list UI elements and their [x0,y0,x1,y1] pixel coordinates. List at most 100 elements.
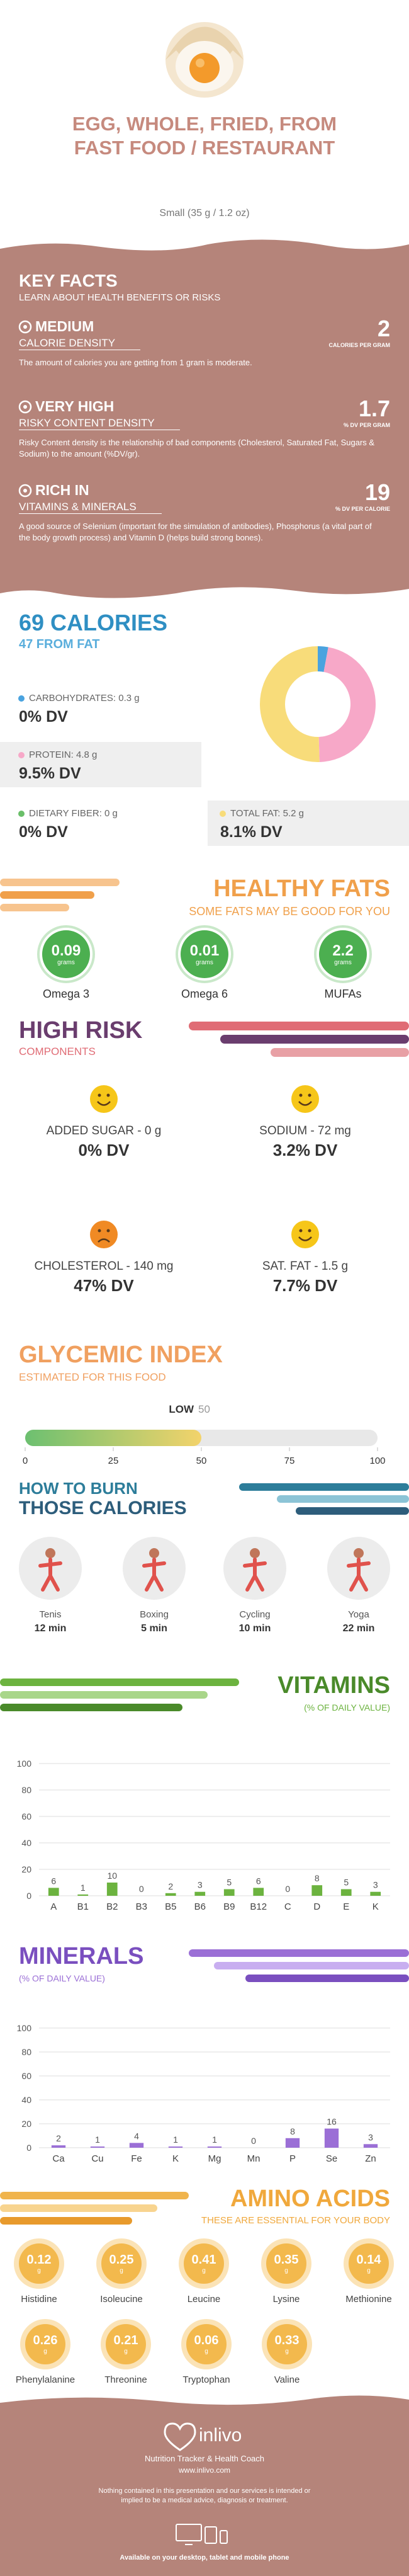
amino-value: 0.33 [274,2334,300,2347]
fact-label: RISKY CONTENT DENSITY [19,417,180,430]
mood-face [291,1221,319,1248]
stripe [214,1962,409,1969]
stripe [0,904,69,911]
y-tick-label: 0 [26,1891,31,1901]
y-tick-label: 20 [21,1864,31,1874]
fact-value: 1.7 [358,396,390,421]
section-title: AMINO ACIDS [230,2186,390,2212]
value-label: 0 [251,2136,256,2146]
amino-name: Leucine [187,2294,221,2305]
fat-badge [42,930,90,978]
risk-label: SAT. FAT - 1.5 g [262,1260,349,1273]
value-label: 0 [285,1884,290,1894]
nutrient-bg [0,742,201,787]
fact-level: MEDIUM [35,318,94,334]
nutrient-dv: 0% DV [19,708,68,726]
gi-tick-label: 25 [108,1456,119,1466]
amino-value: 0.26 [33,2334,58,2347]
value-label: 8 [290,2126,295,2136]
bar [223,1889,235,1896]
activity-time: 5 min [141,1623,167,1634]
mood-eye [308,1093,311,1097]
value-label: 3 [373,1880,378,1890]
amino-unit: g [124,2348,128,2355]
fat-badge-ring [37,925,95,983]
url: www.inlivo.com [178,2466,231,2475]
stripe [189,1022,409,1030]
amino-value: 0.25 [109,2253,134,2267]
x-tick-label: B5 [165,1901,176,1912]
activity-name: Boxing [140,1609,169,1620]
fact-description: The amount of calories you are getting f… [19,358,252,367]
section-title: MINERALS [19,1943,144,1969]
amino-unit: g [284,2267,288,2274]
available: Available on your desktop, tablet and mo… [120,2554,289,2562]
amino-name: Tryptophan [182,2374,230,2385]
y-tick-label: 0 [26,2143,31,2153]
value-label: 6 [256,1876,261,1886]
bar [324,2128,339,2148]
activity-time: 22 min [342,1623,375,1634]
value-label: 8 [315,1873,320,1883]
donut-segment [260,646,320,762]
fact-icon [23,325,27,329]
egg-illustration [165,22,244,98]
fat-unit: grams [57,959,75,966]
stripe [0,891,94,899]
stripe [0,2204,157,2212]
bar [285,2138,300,2148]
section-subtitle: (% OF DAILY VALUE) [304,1702,390,1713]
amino-unit: g [43,2348,47,2355]
stripe [220,1035,409,1044]
risk-dv: 47% DV [74,1276,134,1295]
stripe [296,1507,409,1515]
nutrient-dv: 0% DV [19,823,68,841]
bar [194,1891,206,1896]
stripe [0,1678,239,1686]
amino-name: Isoleucine [100,2294,143,2305]
stripe [0,2217,132,2225]
stripe [0,1704,182,1711]
amino-unit: g [285,2348,289,2355]
value-label: 5 [227,1878,232,1888]
y-tick-label: 40 [21,2095,31,2105]
activity-figure [243,1558,267,1592]
gi-tick-label: 100 [369,1456,385,1466]
x-tick-label: B9 [223,1901,235,1912]
fat-unit: grams [334,959,352,966]
amino-value: 0.06 [194,2334,219,2347]
activity-head [250,1548,260,1558]
stripe [245,1975,409,1982]
mood-eye [299,1229,303,1233]
fat-badge-ring [314,925,372,983]
section-title: VITAMINS [277,1672,390,1699]
x-tick-label: Fe [131,2153,142,2164]
fact-icon [23,489,27,493]
fact-value: 2 [377,316,390,341]
amino-badge [19,2243,59,2284]
gi-level: LOW [169,1403,194,1415]
mood-mouth [97,1101,111,1106]
value-label: 10 [107,1871,117,1881]
stripe [189,1949,409,1957]
fact-icon [18,320,32,334]
activity-time: 10 min [238,1623,271,1634]
nutrient-dv: 9.5% DV [19,765,81,782]
value-label: 1 [212,2134,217,2145]
bar [370,1891,381,1896]
value-label: 2 [56,2133,61,2143]
section-title: HOW TO BURN [19,1479,138,1498]
fact-icon [18,400,32,414]
x-tick-label: P [289,2153,296,2164]
risk-label: CHOLESTEROL - 140 mg [34,1260,174,1273]
amino-value: 0.14 [356,2253,381,2267]
fat-badge [181,930,228,978]
amino-name: Lysine [272,2294,300,2305]
x-tick-label: Mg [208,2153,221,2164]
fact-level: RICH IN [35,482,89,498]
mood-mouth [298,1236,312,1241]
fat-badge-ring [176,925,233,983]
stripe [271,1048,409,1057]
y-tick-label: 100 [17,2023,32,2033]
